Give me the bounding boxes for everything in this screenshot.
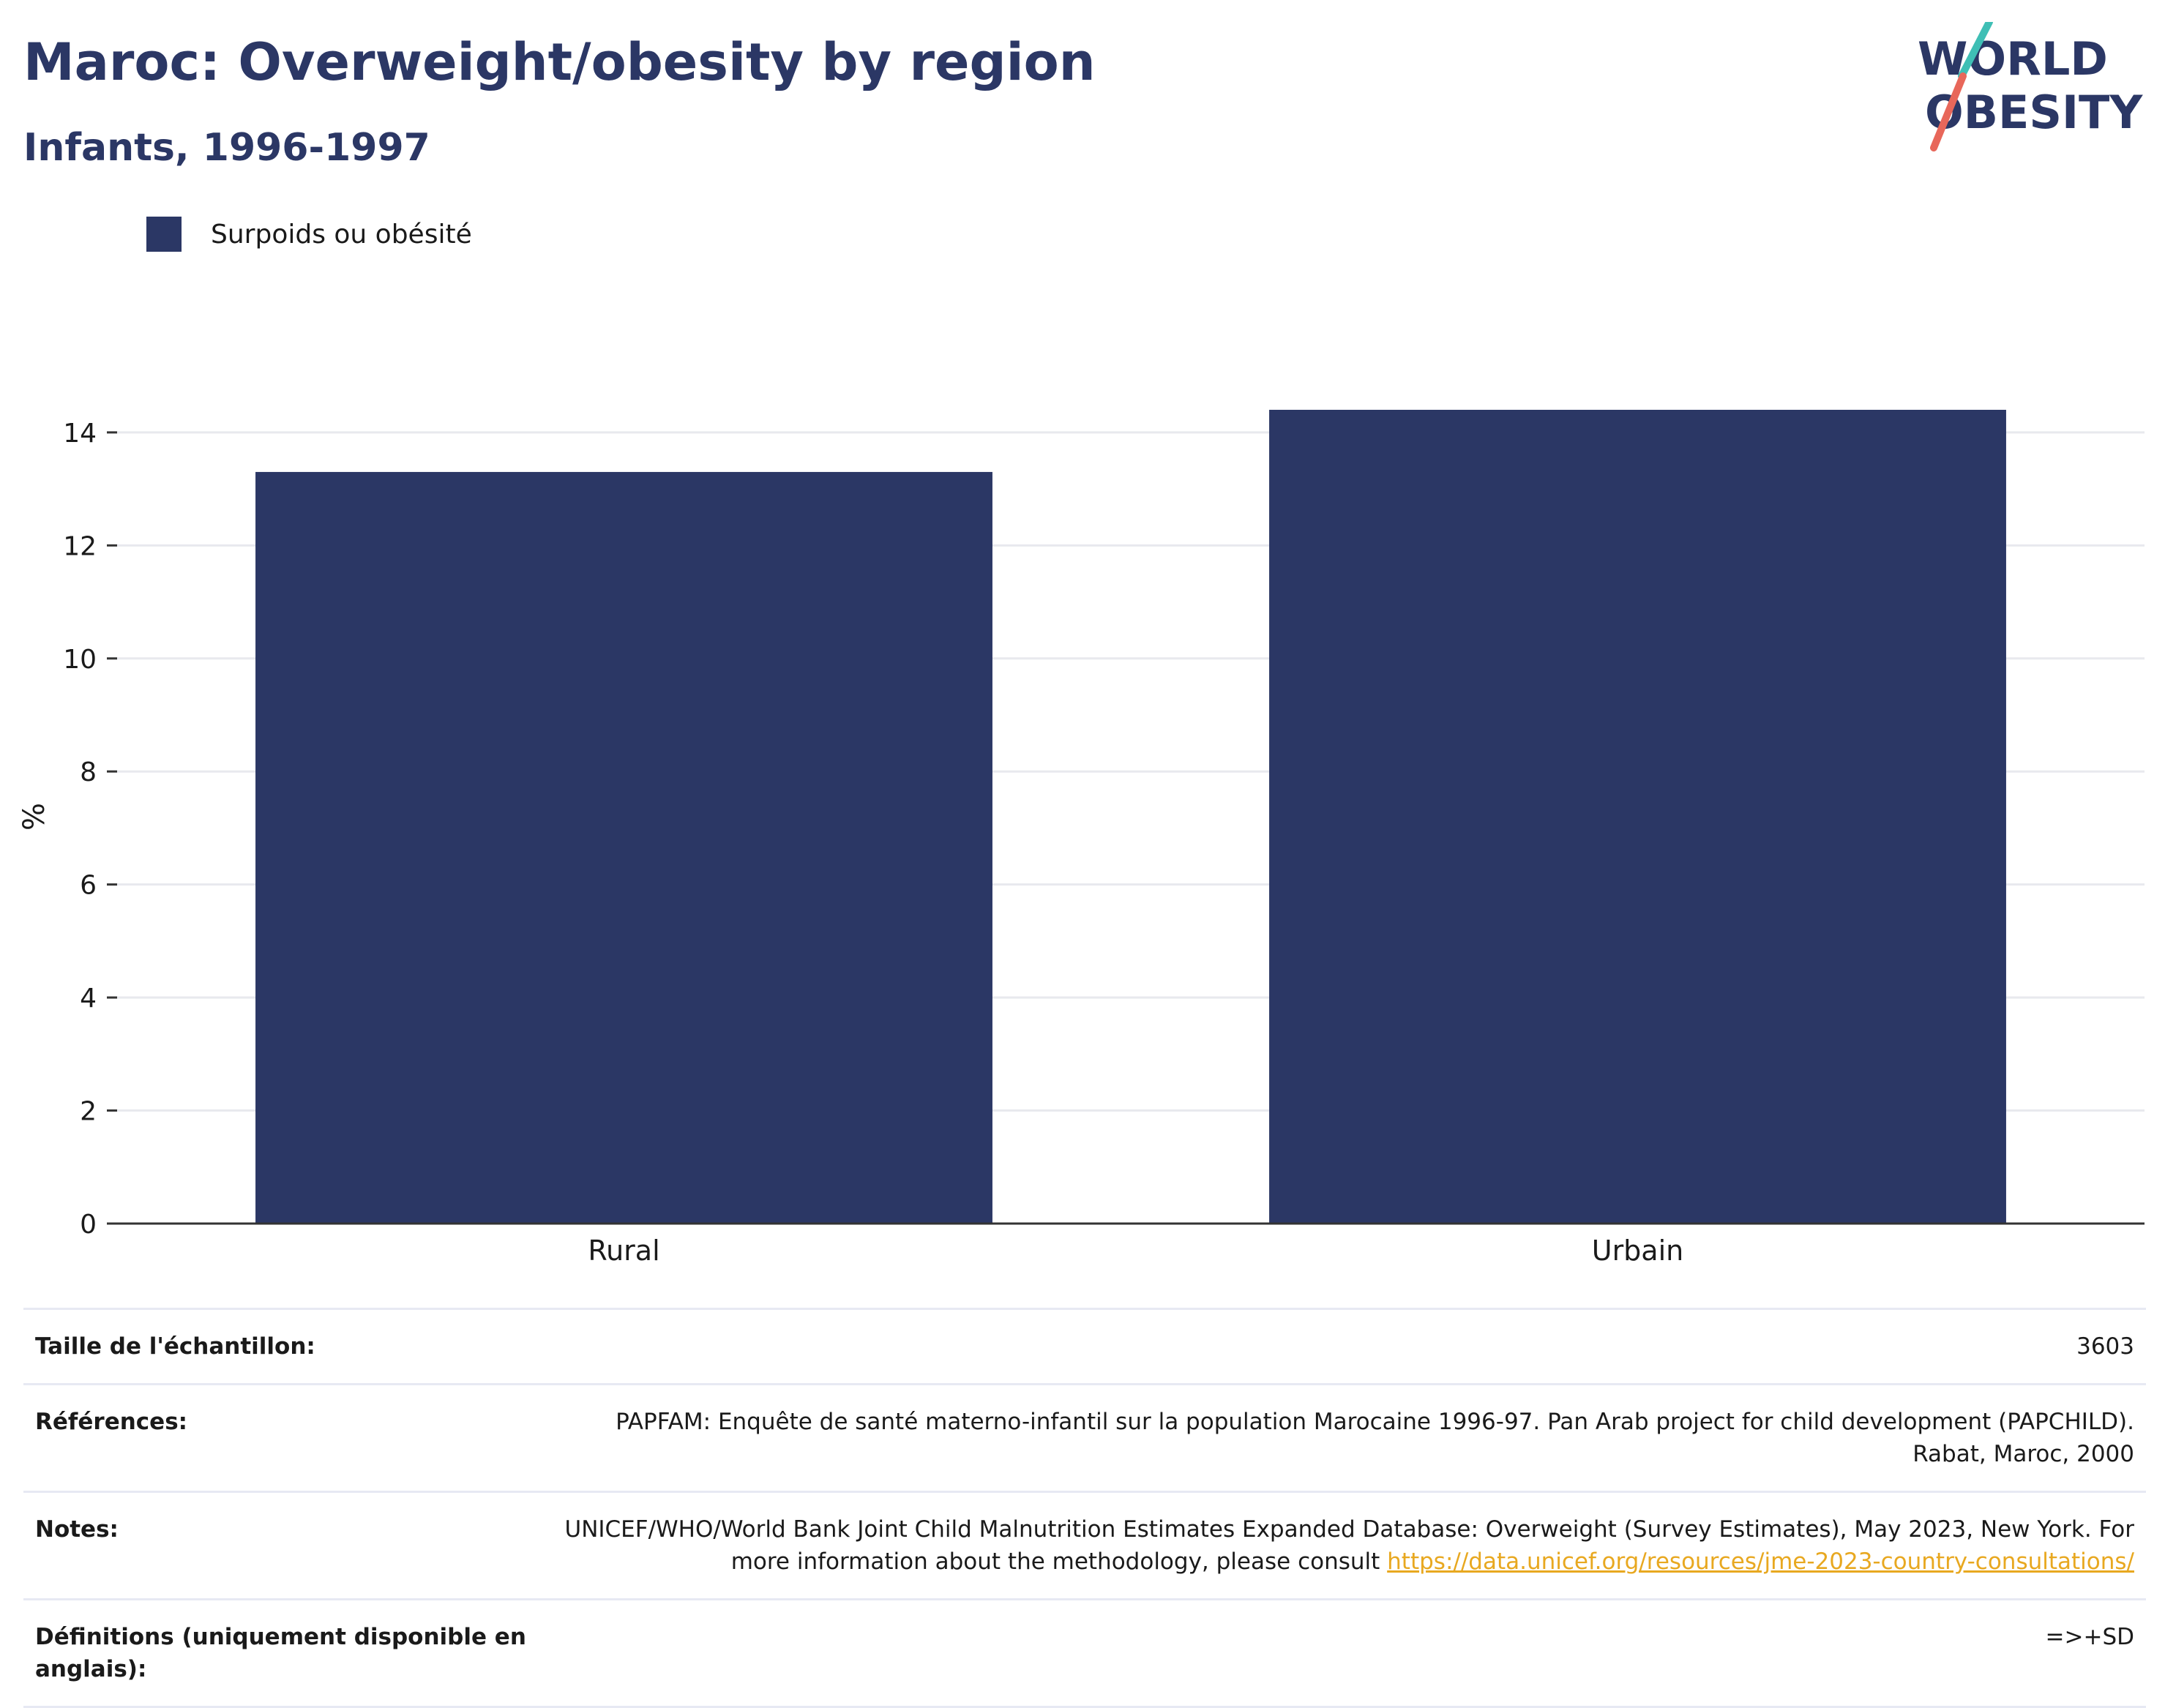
- bar-chart: 0 2 4 6 8 10 12 14 Rural Urbain%: [18, 410, 2145, 1267]
- world-obesity-logo: WORLD OBESITY: [1918, 22, 2143, 151]
- sample-size-label: Taille de l'échantillon:: [35, 1333, 315, 1360]
- x-tick-label: Rural: [588, 1235, 659, 1267]
- y-tick-label: 14: [63, 419, 97, 449]
- legend-swatch: [146, 217, 182, 252]
- logo-line2: OBESITY: [1925, 86, 2143, 139]
- notes-link[interactable]: https://data.unicef.org/resources/jme-20…: [1387, 1548, 2134, 1575]
- info-row-references: Références: PAPFAM: Enquête de santé mat…: [23, 1383, 2146, 1491]
- y-tick-label: 12: [63, 531, 97, 561]
- y-tick-label: 2: [80, 1097, 97, 1127]
- notes-value: UNICEF/WHO/World Bank Joint Child Malnut…: [553, 1513, 2135, 1578]
- logo-line1: WORLD: [1918, 32, 2108, 86]
- bar-urbain: [1269, 410, 2006, 1224]
- info-row-definitions: Définitions (uniquement disponible en an…: [23, 1598, 2146, 1708]
- notes-label: Notes:: [35, 1516, 119, 1543]
- bar-rural: [255, 471, 992, 1224]
- chart-subtitle: Infants, 1996-1997: [23, 126, 430, 170]
- legend-label: Surpoids ou obésité: [211, 219, 472, 250]
- y-tick-label: 10: [63, 645, 97, 675]
- chart-title: Maroc: Overweight/obesity by region: [23, 32, 1096, 92]
- info-row-sample: Taille de l'échantillon: 3603: [23, 1308, 2146, 1383]
- notes-text: UNICEF/WHO/World Bank Joint Child Malnut…: [564, 1516, 2135, 1575]
- definitions-label: Définitions (uniquement disponible en an…: [35, 1624, 526, 1682]
- y-tick-label: 0: [80, 1210, 97, 1240]
- references-label: Références:: [35, 1409, 188, 1435]
- definitions-value: =>+SD: [2045, 1624, 2134, 1650]
- y-axis-label: %: [18, 803, 51, 831]
- legend: Surpoids ou obésité: [146, 217, 472, 252]
- sample-size-value: 3603: [2076, 1333, 2134, 1360]
- x-tick-label: Urbain: [1592, 1235, 1684, 1267]
- info-row-notes: Notes: UNICEF/WHO/World Bank Joint Child…: [23, 1491, 2146, 1598]
- y-tick-label: 8: [80, 757, 97, 787]
- info-table: Taille de l'échantillon: 3603 Références…: [23, 1308, 2146, 1708]
- references-value: PAPFAM: Enquête de santé materno-infanti…: [616, 1409, 2134, 1467]
- y-tick-label: 4: [80, 984, 97, 1014]
- y-tick-label: 6: [80, 871, 97, 901]
